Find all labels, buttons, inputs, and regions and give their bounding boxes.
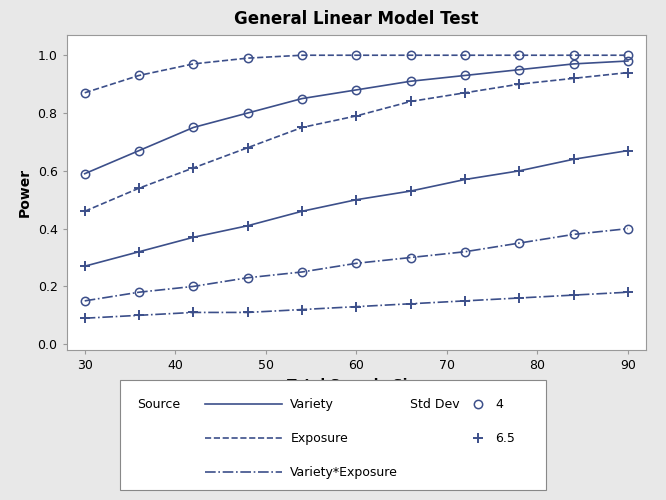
Text: Std Dev: Std Dev bbox=[410, 398, 460, 410]
Text: Variety: Variety bbox=[290, 398, 334, 410]
Text: 4: 4 bbox=[495, 398, 503, 410]
X-axis label: Total Sample Size: Total Sample Size bbox=[287, 378, 426, 392]
Text: Exposure: Exposure bbox=[290, 432, 348, 445]
Y-axis label: Power: Power bbox=[18, 168, 32, 217]
Text: Variety*Exposure: Variety*Exposure bbox=[290, 466, 398, 479]
Text: 6.5: 6.5 bbox=[495, 432, 515, 445]
Text: Source: Source bbox=[137, 398, 180, 410]
Title: General Linear Model Test: General Linear Model Test bbox=[234, 10, 479, 28]
